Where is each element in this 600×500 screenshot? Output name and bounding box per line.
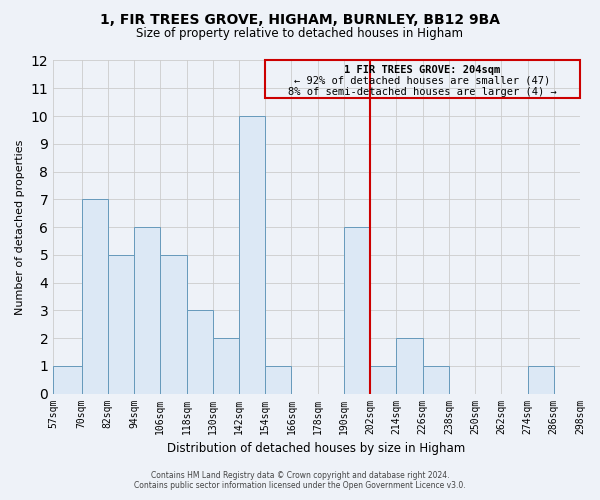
Text: ← 92% of detached houses are smaller (47): ← 92% of detached houses are smaller (47… xyxy=(295,76,551,86)
Text: 1 FIR TREES GROVE: 204sqm: 1 FIR TREES GROVE: 204sqm xyxy=(344,64,501,74)
Text: Contains HM Land Registry data © Crown copyright and database right 2024.
Contai: Contains HM Land Registry data © Crown c… xyxy=(134,470,466,490)
Bar xyxy=(344,227,370,394)
Text: 8% of semi-detached houses are larger (4) →: 8% of semi-detached houses are larger (4… xyxy=(288,87,557,97)
Bar xyxy=(213,338,239,394)
Bar xyxy=(265,366,292,394)
X-axis label: Distribution of detached houses by size in Higham: Distribution of detached houses by size … xyxy=(167,442,466,455)
Bar xyxy=(265,60,580,98)
Bar xyxy=(108,255,134,394)
Bar xyxy=(422,366,449,394)
Y-axis label: Number of detached properties: Number of detached properties xyxy=(15,140,25,314)
Bar xyxy=(370,366,397,394)
Text: 1, FIR TREES GROVE, HIGHAM, BURNLEY, BB12 9BA: 1, FIR TREES GROVE, HIGHAM, BURNLEY, BB1… xyxy=(100,12,500,26)
Bar xyxy=(53,366,82,394)
Bar xyxy=(397,338,422,394)
Bar xyxy=(160,255,187,394)
Bar xyxy=(239,116,265,394)
Bar xyxy=(187,310,213,394)
Bar xyxy=(82,200,108,394)
Text: Size of property relative to detached houses in Higham: Size of property relative to detached ho… xyxy=(137,28,464,40)
Bar xyxy=(527,366,554,394)
Bar xyxy=(134,227,160,394)
